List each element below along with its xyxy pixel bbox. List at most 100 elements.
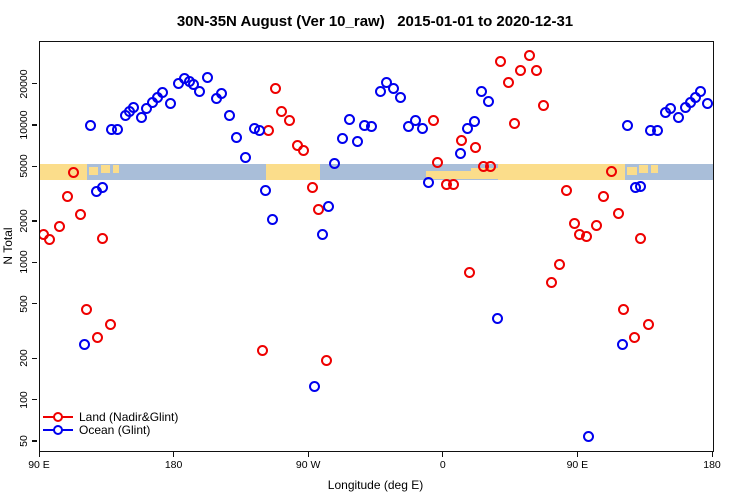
- data-point-land: [545, 277, 557, 289]
- y-tick-mark: [32, 124, 37, 126]
- data-point-ocean: [380, 77, 392, 89]
- data-point-land: [44, 234, 56, 246]
- data-point-land: [306, 182, 318, 194]
- land-segment: [425, 170, 471, 180]
- data-point-ocean: [375, 86, 387, 98]
- plot-clip-region: [40, 42, 713, 451]
- x-axis-label: Longitude (deg E): [327, 478, 424, 492]
- data-point-ocean: [423, 177, 435, 189]
- data-point-ocean: [702, 98, 713, 110]
- data-point-land: [283, 114, 295, 126]
- x-tick-mark: [442, 452, 444, 457]
- land-segment: [627, 166, 637, 175]
- data-point-ocean: [387, 83, 399, 95]
- data-point-ocean: [616, 339, 628, 351]
- data-point-land: [635, 232, 647, 244]
- data-point-land: [456, 134, 468, 146]
- data-point-ocean: [672, 111, 684, 123]
- land-segment: [497, 164, 626, 180]
- legend-label: Land (Nadir&Glint): [79, 409, 179, 424]
- plot-area: Land (Nadir&Glint) Ocean (Glint): [39, 41, 714, 452]
- data-point-land: [605, 166, 617, 178]
- data-point-land: [67, 166, 79, 178]
- legend-marker-icon: [43, 411, 73, 422]
- y-tick-label: 5000: [18, 154, 30, 178]
- y-tick-mark: [32, 303, 37, 305]
- y-tick-label: 2000: [18, 209, 30, 233]
- data-point-ocean: [224, 110, 236, 122]
- data-point-land: [320, 355, 332, 367]
- data-point-land: [590, 220, 602, 232]
- data-point-ocean: [635, 181, 647, 193]
- data-point-ocean: [194, 85, 206, 97]
- data-point-land: [538, 99, 550, 111]
- data-point-land: [447, 179, 459, 191]
- data-point-land: [618, 304, 630, 316]
- data-point-ocean: [216, 87, 228, 99]
- data-point-ocean: [78, 339, 90, 351]
- legend-circle: [53, 411, 63, 422]
- data-point-land: [598, 191, 610, 203]
- data-point-land: [530, 65, 542, 77]
- data-point-land: [105, 319, 117, 331]
- data-point-ocean: [188, 78, 200, 90]
- latitude-map-band: [40, 164, 713, 180]
- data-point-ocean: [201, 72, 213, 84]
- data-point-ocean: [461, 122, 473, 134]
- x-tick-label: 90 E: [566, 459, 589, 471]
- data-point-land: [40, 229, 49, 241]
- data-point-land: [97, 233, 109, 245]
- legend-row: Ocean (Glint): [43, 423, 178, 437]
- data-point-ocean: [417, 122, 429, 134]
- data-point-ocean: [337, 133, 349, 145]
- y-tick-label: 200: [18, 349, 30, 367]
- data-point-land: [523, 49, 535, 61]
- data-point-ocean: [344, 113, 356, 125]
- land-segment: [470, 168, 498, 180]
- data-point-land: [270, 83, 282, 95]
- data-point-ocean: [84, 120, 96, 132]
- y-tick-label: 10000: [18, 110, 30, 140]
- data-point-ocean: [469, 116, 481, 128]
- land-segment: [40, 164, 87, 180]
- x-tick-label: 180: [703, 459, 721, 471]
- data-point-ocean: [476, 86, 488, 98]
- data-point-land: [629, 331, 641, 343]
- x-tick-label: 180: [164, 459, 183, 471]
- data-point-ocean: [395, 92, 407, 104]
- data-point-ocean: [135, 111, 147, 123]
- data-point-ocean: [694, 86, 706, 98]
- data-point-land: [275, 105, 287, 117]
- x-tick-label: 90 W: [295, 459, 321, 471]
- y-tick-label: 50: [18, 435, 30, 447]
- data-point-ocean: [403, 121, 415, 133]
- data-point-land: [469, 142, 481, 154]
- data-point-ocean: [266, 213, 278, 225]
- data-point-land: [642, 319, 654, 331]
- x-tick-mark: [576, 452, 579, 457]
- data-point-land: [508, 117, 520, 129]
- data-point-land: [554, 258, 566, 270]
- data-point-ocean: [140, 102, 152, 114]
- data-point-ocean: [231, 132, 243, 144]
- data-point-land: [91, 331, 103, 343]
- data-point-ocean: [112, 124, 124, 136]
- data-point-land: [463, 266, 475, 278]
- y-tick-mark: [32, 261, 37, 263]
- y-tick-mark: [32, 220, 37, 222]
- data-point-land: [297, 144, 309, 156]
- y-axis-label: N Total: [1, 227, 15, 265]
- data-point-land: [428, 114, 440, 126]
- legend-row: Land (Nadir&Glint): [43, 409, 179, 424]
- data-point-ocean: [491, 313, 503, 325]
- data-point-land: [494, 55, 506, 67]
- x-tick-label: 90 E: [28, 459, 50, 471]
- data-point-land: [53, 221, 65, 233]
- data-point-ocean: [483, 96, 495, 108]
- data-point-land: [74, 208, 86, 220]
- data-point-land: [569, 217, 580, 229]
- data-point-land: [503, 76, 515, 88]
- land-segment: [88, 166, 99, 175]
- y-tick-mark: [32, 399, 37, 401]
